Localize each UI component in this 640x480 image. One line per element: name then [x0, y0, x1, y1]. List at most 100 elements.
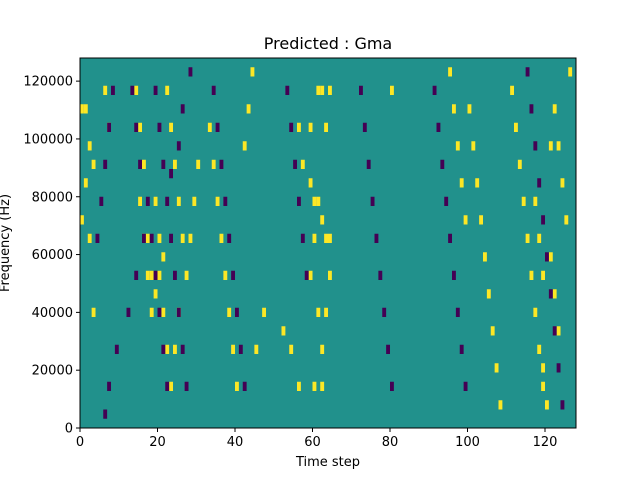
heatmap-cell-low [138, 159, 143, 169]
heatmap-cell-high [514, 122, 518, 132]
heatmap-cell-high [134, 85, 139, 95]
heatmap-cell-high [533, 307, 538, 317]
heatmap-cell-high [180, 233, 185, 243]
heatmap-cell-low [219, 159, 224, 169]
heatmap-cell-low [107, 122, 112, 132]
heatmap-cell-high [390, 85, 394, 95]
heatmap-cell-high [145, 270, 150, 280]
heatmap-cell-low [126, 307, 131, 317]
heatmap-cell-high [541, 270, 546, 280]
heatmap-cell-high [320, 85, 325, 95]
heatmap-cell-low [153, 270, 158, 280]
heatmap-cell-low [99, 196, 104, 206]
heatmap-cell-high [320, 381, 325, 391]
heatmap-cell-high [289, 344, 294, 354]
heatmap-cell-low [297, 196, 301, 206]
heatmap-cell-high [510, 85, 515, 95]
heatmap-cell-high [479, 215, 484, 225]
heatmap-cell-high [103, 85, 108, 95]
heatmap-cell-high [308, 270, 313, 280]
heatmap-cell-low [525, 67, 530, 77]
heatmap-cell-high [316, 85, 321, 95]
heatmap-cell-low [386, 344, 391, 354]
heatmap-cell-low [114, 344, 119, 354]
heatmap-cell-high [568, 67, 573, 77]
heatmap-cell-low [211, 85, 216, 95]
heatmap-cell-high [316, 196, 321, 206]
heatmap-cell-high [281, 326, 286, 336]
heatmap-cell-low [552, 326, 557, 336]
heatmap-cell-low [548, 289, 553, 299]
heatmap-cell-low [223, 196, 228, 206]
heatmap-cell-low [169, 233, 174, 243]
heatmap-cell-high [157, 233, 162, 243]
heatmap-cell-low [436, 122, 441, 132]
heatmap-cell-low [529, 104, 534, 114]
heatmap-cell-high [242, 141, 247, 151]
x-tick-label: 20 [149, 435, 166, 450]
heatmap-cell-high [145, 233, 150, 243]
heatmap-cell-low [169, 169, 174, 179]
heatmap-cell-low [107, 381, 112, 391]
heatmap-cell-high [537, 233, 542, 243]
heatmap-cell-low [448, 233, 453, 243]
heatmap-cell-low [231, 270, 236, 280]
heatmap-cell-high [328, 233, 332, 243]
heatmap-cell-high [297, 381, 301, 391]
heatmap-cell-low [452, 270, 456, 280]
heatmap-cell-high [328, 270, 332, 280]
heatmap-cell-low [541, 215, 546, 225]
y-tick-label: 20000 [32, 364, 73, 379]
heatmap-cell-low [134, 122, 139, 132]
heatmap-cell-high [448, 67, 453, 77]
heatmap-cell-high [521, 196, 526, 206]
heatmap-cell-low [227, 233, 232, 243]
heatmap-cell-low [149, 233, 154, 243]
heatmap-cell-high [316, 307, 321, 317]
heatmap-cell-low [374, 233, 379, 243]
heatmap-cell-high [165, 85, 170, 95]
heatmap-cell-high [227, 307, 232, 317]
heatmap-cell-high [87, 233, 92, 243]
heatmap-cell-low [142, 233, 146, 243]
heatmap-cell-low [300, 233, 305, 243]
heatmap-cell-high [149, 270, 154, 280]
heatmap-cell-low [444, 196, 449, 206]
heatmap-cell-high [525, 233, 530, 243]
heatmap-cell-low [440, 159, 445, 169]
heatmap-cell-low [188, 67, 193, 77]
x-tick-label: 0 [76, 435, 84, 450]
heatmap-cell-high [83, 104, 88, 114]
heatmap-cell-high [463, 215, 468, 225]
heatmap-cell-high [328, 85, 332, 95]
heatmap-cell-high [541, 381, 546, 391]
heatmap-cell-high [486, 289, 491, 299]
heatmap-cell-low [378, 270, 383, 280]
heatmap-cell-high [300, 159, 305, 169]
heatmap-cell-low [537, 178, 542, 188]
heatmap-cell-high [308, 122, 313, 132]
heatmap-cell-high [184, 270, 189, 280]
heatmap-cell-high [215, 196, 220, 206]
heatmap-cell-low [111, 85, 115, 95]
x-tick-label: 120 [533, 435, 558, 450]
heatmap-cell-high [324, 307, 329, 317]
chart-title: Predicted : Gma [264, 34, 392, 53]
heatmap-cell-low [382, 307, 387, 317]
heatmap-cell-low [184, 381, 189, 391]
heatmap-cell-high [254, 344, 259, 354]
heatmap-cell-high [153, 289, 158, 299]
heatmap-cell-low [176, 307, 181, 317]
heatmap-cell-high [219, 233, 224, 243]
heatmap-cell-high [483, 252, 487, 262]
y-tick-label: 60000 [32, 248, 73, 263]
heatmap-cell-low [362, 122, 367, 132]
heatmap-cell-high [537, 344, 542, 354]
heatmap-cell-low [359, 85, 363, 95]
heatmap-cell-low [238, 344, 243, 354]
heatmap-cell-low [242, 381, 247, 391]
heatmap-cell-high [308, 178, 313, 188]
heatmap-cell-high [223, 270, 228, 280]
heatmap-cell-high [153, 196, 158, 206]
x-tick-label: 60 [304, 435, 321, 450]
